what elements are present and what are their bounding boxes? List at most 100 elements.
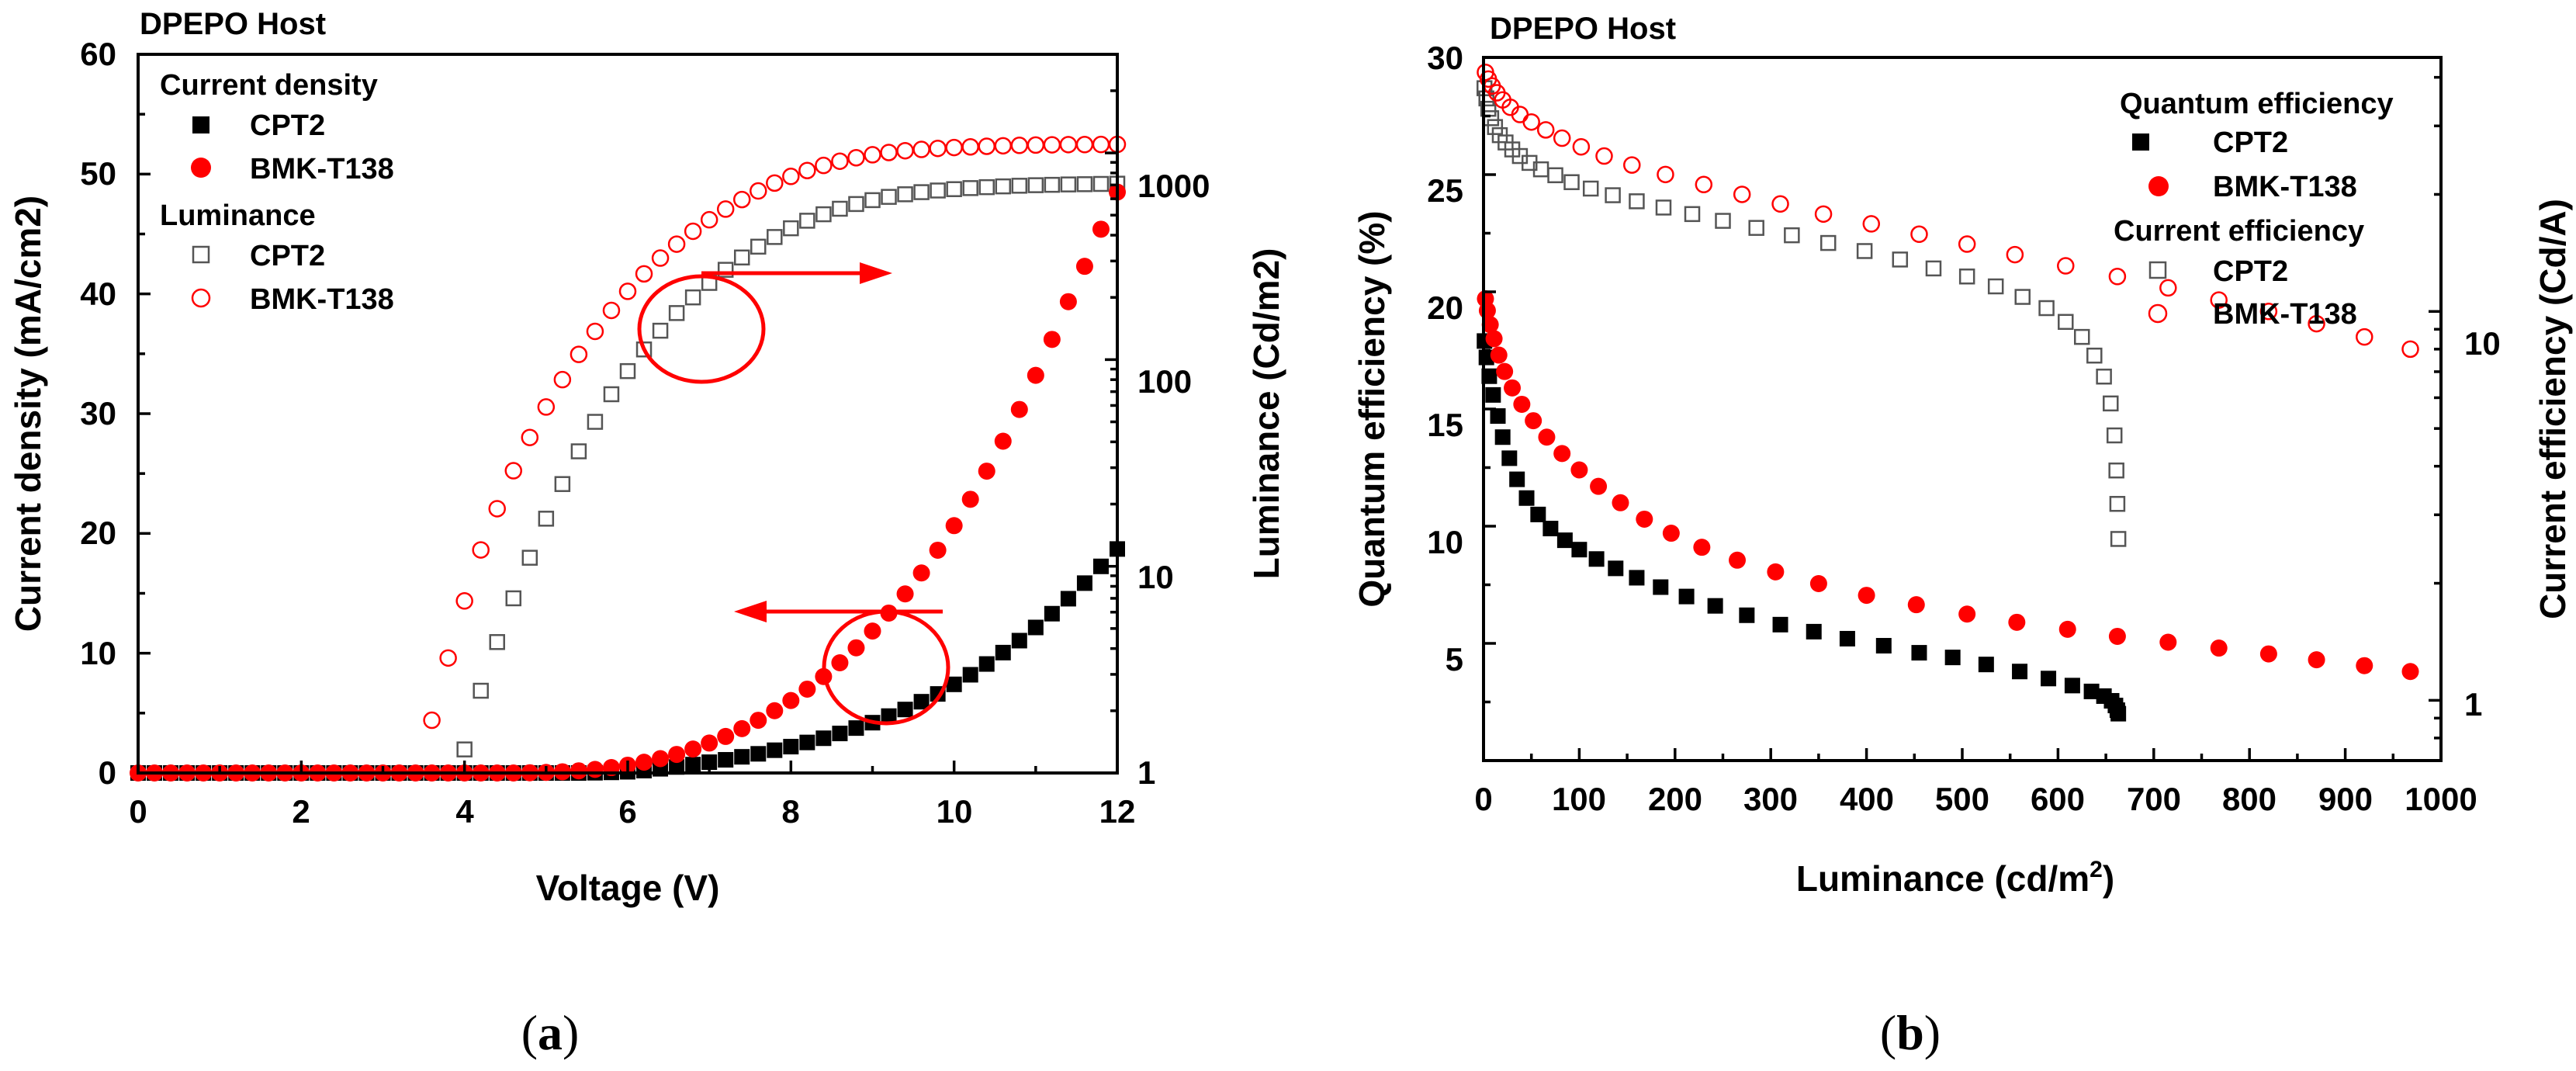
chart-b-point-quantum-eff-cpt2 <box>1772 616 1788 633</box>
chart-b-point-current-eff-cpt2 <box>1684 206 1701 223</box>
chart-b-legend-label-bmk: BMK-T138 <box>2213 171 2357 203</box>
chart-b-point-current-eff-bmk <box>1958 235 1976 253</box>
chart-b-point-quantum-eff-bmk <box>1767 563 1785 581</box>
chart-b-ytick-label: 5 <box>1446 641 1463 678</box>
chart-a-point-luminance-bmk <box>929 139 947 158</box>
chart-b-point-current-eff-cpt2 <box>2109 496 2126 512</box>
chart-a-point-luminance-cpt2 <box>978 178 995 196</box>
chart-b-point-current-eff-cpt2 <box>2096 368 2112 385</box>
chart-a-point-luminance-bmk <box>570 345 588 363</box>
chart-b-legend-marker-bmk-filled <box>2148 176 2169 196</box>
chart-b-point-quantum-eff-cpt2 <box>1653 579 1669 595</box>
chart-b-legend-label-cpt2: CPT2 <box>2213 127 2288 159</box>
chart-b-y2tick-label: 10 <box>2464 325 2501 362</box>
chart-b-point-quantum-eff-bmk <box>2401 663 2419 681</box>
chart-a-point-luminance-cpt2 <box>668 305 685 321</box>
chart-b-point-current-eff-bmk <box>2308 314 2325 333</box>
chart-b-point-quantum-eff-bmk <box>1636 510 1653 528</box>
chart-b-xtick-label: 0 <box>1474 781 1492 817</box>
chart-a-point-current-bmk <box>1059 293 1077 310</box>
chart-a-series-luminance-bmk <box>423 135 1127 730</box>
panel-label-b-close: ) <box>1924 1005 1941 1060</box>
chart-b-point-current-eff-cpt2 <box>2110 531 2127 547</box>
chart-b-point-quantum-eff-bmk <box>1553 445 1571 463</box>
chart-b-xtick-label: 100 <box>1552 781 1606 817</box>
chart-a-annotation-ellipse-upper <box>637 274 766 384</box>
chart-b-point-quantum-eff-cpt2 <box>1707 598 1723 614</box>
chart-a-point-current-bmk <box>912 564 930 582</box>
chart-b-point-current-eff-cpt2 <box>1655 199 1672 216</box>
chart-b-point-quantum-eff-bmk <box>1907 596 1925 614</box>
chart-b-legend-marker-cpt2-open <box>2148 261 2167 279</box>
chart-a-point-luminance-bmk <box>553 370 572 389</box>
chart-a-point-current-cpt2 <box>1092 558 1109 574</box>
chart-b-point-quantum-eff-cpt2 <box>1490 408 1506 425</box>
chart-b-point-quantum-eff-bmk <box>1496 362 1514 380</box>
chart-a-ytick-label: 40 <box>80 276 116 312</box>
chart-a-point-current-cpt2 <box>1076 575 1092 591</box>
chart-a-point-luminance-cpt2 <box>881 189 897 205</box>
chart-b-point-quantum-eff-cpt2 <box>2083 683 2100 699</box>
chart-a-ytick-label: 20 <box>80 515 116 551</box>
chart-a-point-luminance-bmk <box>978 137 995 155</box>
chart-a-series-current-bmk <box>130 183 1126 782</box>
chart-b-point-quantum-eff-cpt2 <box>1571 542 1587 558</box>
chart-a-point-current-bmk <box>994 432 1012 450</box>
chart-a-legend-group-luminance: Luminance <box>160 199 316 232</box>
chart-b-ytick-label: 10 <box>1427 524 1463 560</box>
chart-a-y2tick-labels: 1 10 100 1000 <box>1137 168 1210 791</box>
chart-a-point-luminance-bmk <box>635 265 653 283</box>
chart-b-point-current-eff-cpt2 <box>2103 395 2119 412</box>
chart-a-point-luminance-bmk <box>732 190 751 209</box>
chart-a-series-luminance-cpt2 <box>456 175 1126 757</box>
chart-a-point-luminance-cpt2 <box>946 181 962 197</box>
chart-a-legend-marker-bmk-filled <box>191 158 211 178</box>
chart-b-point-quantum-eff-bmk <box>2159 633 2177 651</box>
chart-a-xtick-labels: 0 2 4 6 8 10 12 <box>129 793 1135 830</box>
chart-b-point-current-eff-bmk <box>1657 165 1674 184</box>
chart-b-legend-marker-cpt2-filled <box>2132 133 2149 151</box>
chart-a-point-current-cpt2 <box>734 749 750 765</box>
chart-b-point-current-eff-bmk <box>2356 328 2373 346</box>
chart-a-y2tick-label: 1000 <box>1137 168 1210 204</box>
chart-b-point-quantum-eff-cpt2 <box>2041 671 2057 687</box>
chart-b-point-current-eff-bmk <box>2259 303 2278 321</box>
chart-a-point-current-cpt2 <box>815 730 832 747</box>
chart-a-point-luminance-cpt2 <box>652 322 669 339</box>
chart-b-point-quantum-eff-bmk <box>1490 346 1508 364</box>
chart-b-point-quantum-eff-bmk <box>1590 477 1608 495</box>
chart-a-legend: Current density CPT2 BMK-T138 Luminance … <box>160 69 394 316</box>
chart-a-point-current-bmk <box>1043 331 1061 348</box>
chart-b-point-quantum-eff-cpt2 <box>1944 650 1961 666</box>
chart-a-ytick-label: 0 <box>99 754 116 791</box>
chart-b-plot-frame <box>1482 56 2443 762</box>
chart-a-point-luminance-cpt2 <box>684 289 701 306</box>
chart-b-xlabel-main: Luminance (cd/m <box>1796 858 2090 899</box>
chart-b-point-current-eff-cpt2 <box>2106 427 2123 444</box>
chart-b-ytick-label: 30 <box>1427 40 1463 76</box>
chart-a-point-luminance-bmk <box>864 146 881 164</box>
chart-a-point-current-bmk <box>766 702 784 719</box>
chart-b-point-current-eff-bmk <box>1814 205 1833 224</box>
chart-a-point-current-bmk <box>750 712 767 730</box>
chart-b-point-quantum-eff-bmk <box>2108 627 2126 645</box>
chart-b-point-quantum-eff-cpt2 <box>1556 532 1573 549</box>
chart-b-xlabel-sup: 2 <box>2090 857 2103 882</box>
chart-a-point-luminance-cpt2 <box>603 386 620 403</box>
chart-b-point-current-eff-cpt2 <box>1958 269 1975 285</box>
chart-b-point-quantum-eff-cpt2 <box>1875 638 1892 654</box>
chart-b-legend: Quantum efficiency CPT2 BMK-T138 Current… <box>2114 88 2394 331</box>
chart-b-point-quantum-eff-cpt2 <box>1588 551 1605 567</box>
chart-a-legend-label-cpt2: CPT2 <box>250 109 325 142</box>
chart-a-y2tick-label: 100 <box>1137 363 1192 400</box>
chart-b-point-quantum-eff-cpt2 <box>1494 429 1511 445</box>
chart-a-point-luminance-bmk <box>716 200 735 218</box>
chart-b-point-current-eff-bmk <box>2057 257 2075 275</box>
chart-a-point-luminance-cpt2 <box>848 196 864 213</box>
chart-a-ticks <box>137 53 1119 775</box>
chart-a-point-luminance-bmk <box>766 174 784 192</box>
chart-b-xlabel: Luminance (cd/m2) <box>1796 857 2114 899</box>
chart-a-point-luminance-cpt2 <box>538 511 555 527</box>
panel-label-a-letter: a <box>538 1005 563 1060</box>
chart-b-point-current-eff-cpt2 <box>1819 234 1837 251</box>
